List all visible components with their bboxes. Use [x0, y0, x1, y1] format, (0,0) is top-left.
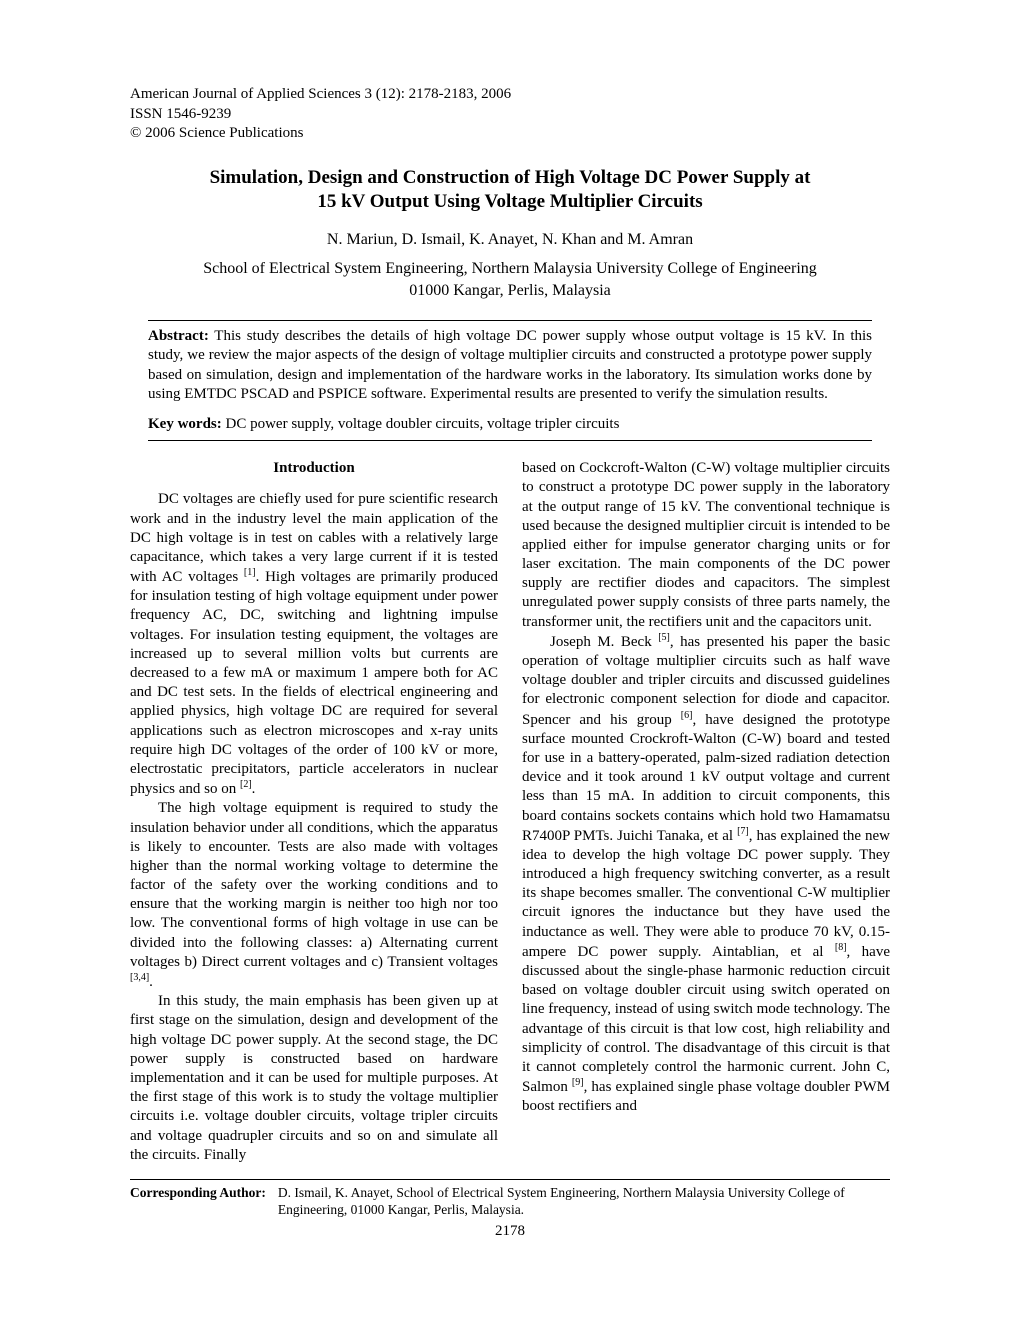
page-number: 2178	[130, 1223, 890, 1240]
citation-ref: [6]	[681, 710, 693, 721]
affiliation: School of Electrical System Engineering,…	[130, 258, 890, 301]
citation-ref: [7]	[737, 826, 749, 837]
corresponding-label: Corresponding Author:	[130, 1184, 278, 1219]
section-heading-introduction: Introduction	[130, 459, 498, 478]
body-columns: Introduction DC voltages are chiefly use…	[130, 459, 890, 1165]
footer-rule	[130, 1179, 890, 1180]
citation-ref: [3,4]	[130, 972, 149, 983]
paragraph: Joseph M. Beck [5], has presented his pa…	[522, 632, 890, 1117]
journal-line: American Journal of Applied Sciences 3 (…	[130, 85, 890, 105]
abstract-text: Abstract: This study describes the detai…	[148, 327, 872, 405]
citation-ref: [2]	[240, 779, 252, 790]
paragraph: In this study, the main emphasis has bee…	[130, 992, 498, 1165]
keywords: Key words: DC power supply, voltage doub…	[148, 415, 872, 435]
abstract-label: Abstract:	[148, 328, 209, 344]
affiliation-line-2: 01000 Kangar, Perlis, Malaysia	[130, 280, 890, 302]
copyright-line: © 2006 Science Publications	[130, 124, 890, 144]
paper-title: Simulation, Design and Construction of H…	[130, 166, 890, 215]
citation-ref: [8]	[835, 942, 847, 953]
paragraph: based on Cockcroft-Walton (C-W) voltage …	[522, 459, 890, 632]
left-column: Introduction DC voltages are chiefly use…	[130, 459, 498, 1165]
issn-line: ISSN 1546-9239	[130, 105, 890, 125]
paragraph: The high voltage equipment is required t…	[130, 799, 498, 992]
corresponding-body: D. Ismail, K. Anayet, School of Electric…	[278, 1184, 890, 1219]
title-line-2: 15 kV Output Using Voltage Multiplier Ci…	[130, 190, 890, 215]
abstract-block: Abstract: This study describes the detai…	[148, 320, 872, 442]
citation-ref: [9]	[572, 1077, 584, 1088]
citation-ref: [5]	[658, 632, 670, 643]
abstract-body: This study describes the details of high…	[148, 328, 872, 403]
affiliation-line-1: School of Electrical System Engineering,…	[130, 258, 890, 280]
citation-ref: [1]	[244, 567, 256, 578]
keywords-label: Key words:	[148, 416, 222, 432]
paragraph: DC voltages are chiefly used for pure sc…	[130, 490, 498, 799]
page: American Journal of Applied Sciences 3 (…	[0, 0, 1020, 1280]
title-line-1: Simulation, Design and Construction of H…	[130, 166, 890, 191]
right-column: based on Cockcroft-Walton (C-W) voltage …	[522, 459, 890, 1165]
corresponding-author: Corresponding Author: D. Ismail, K. Anay…	[130, 1184, 890, 1219]
keywords-body: DC power supply, voltage doubler circuit…	[222, 416, 620, 432]
journal-header: American Journal of Applied Sciences 3 (…	[130, 85, 890, 144]
authors: N. Mariun, D. Ismail, K. Anayet, N. Khan…	[130, 229, 890, 251]
